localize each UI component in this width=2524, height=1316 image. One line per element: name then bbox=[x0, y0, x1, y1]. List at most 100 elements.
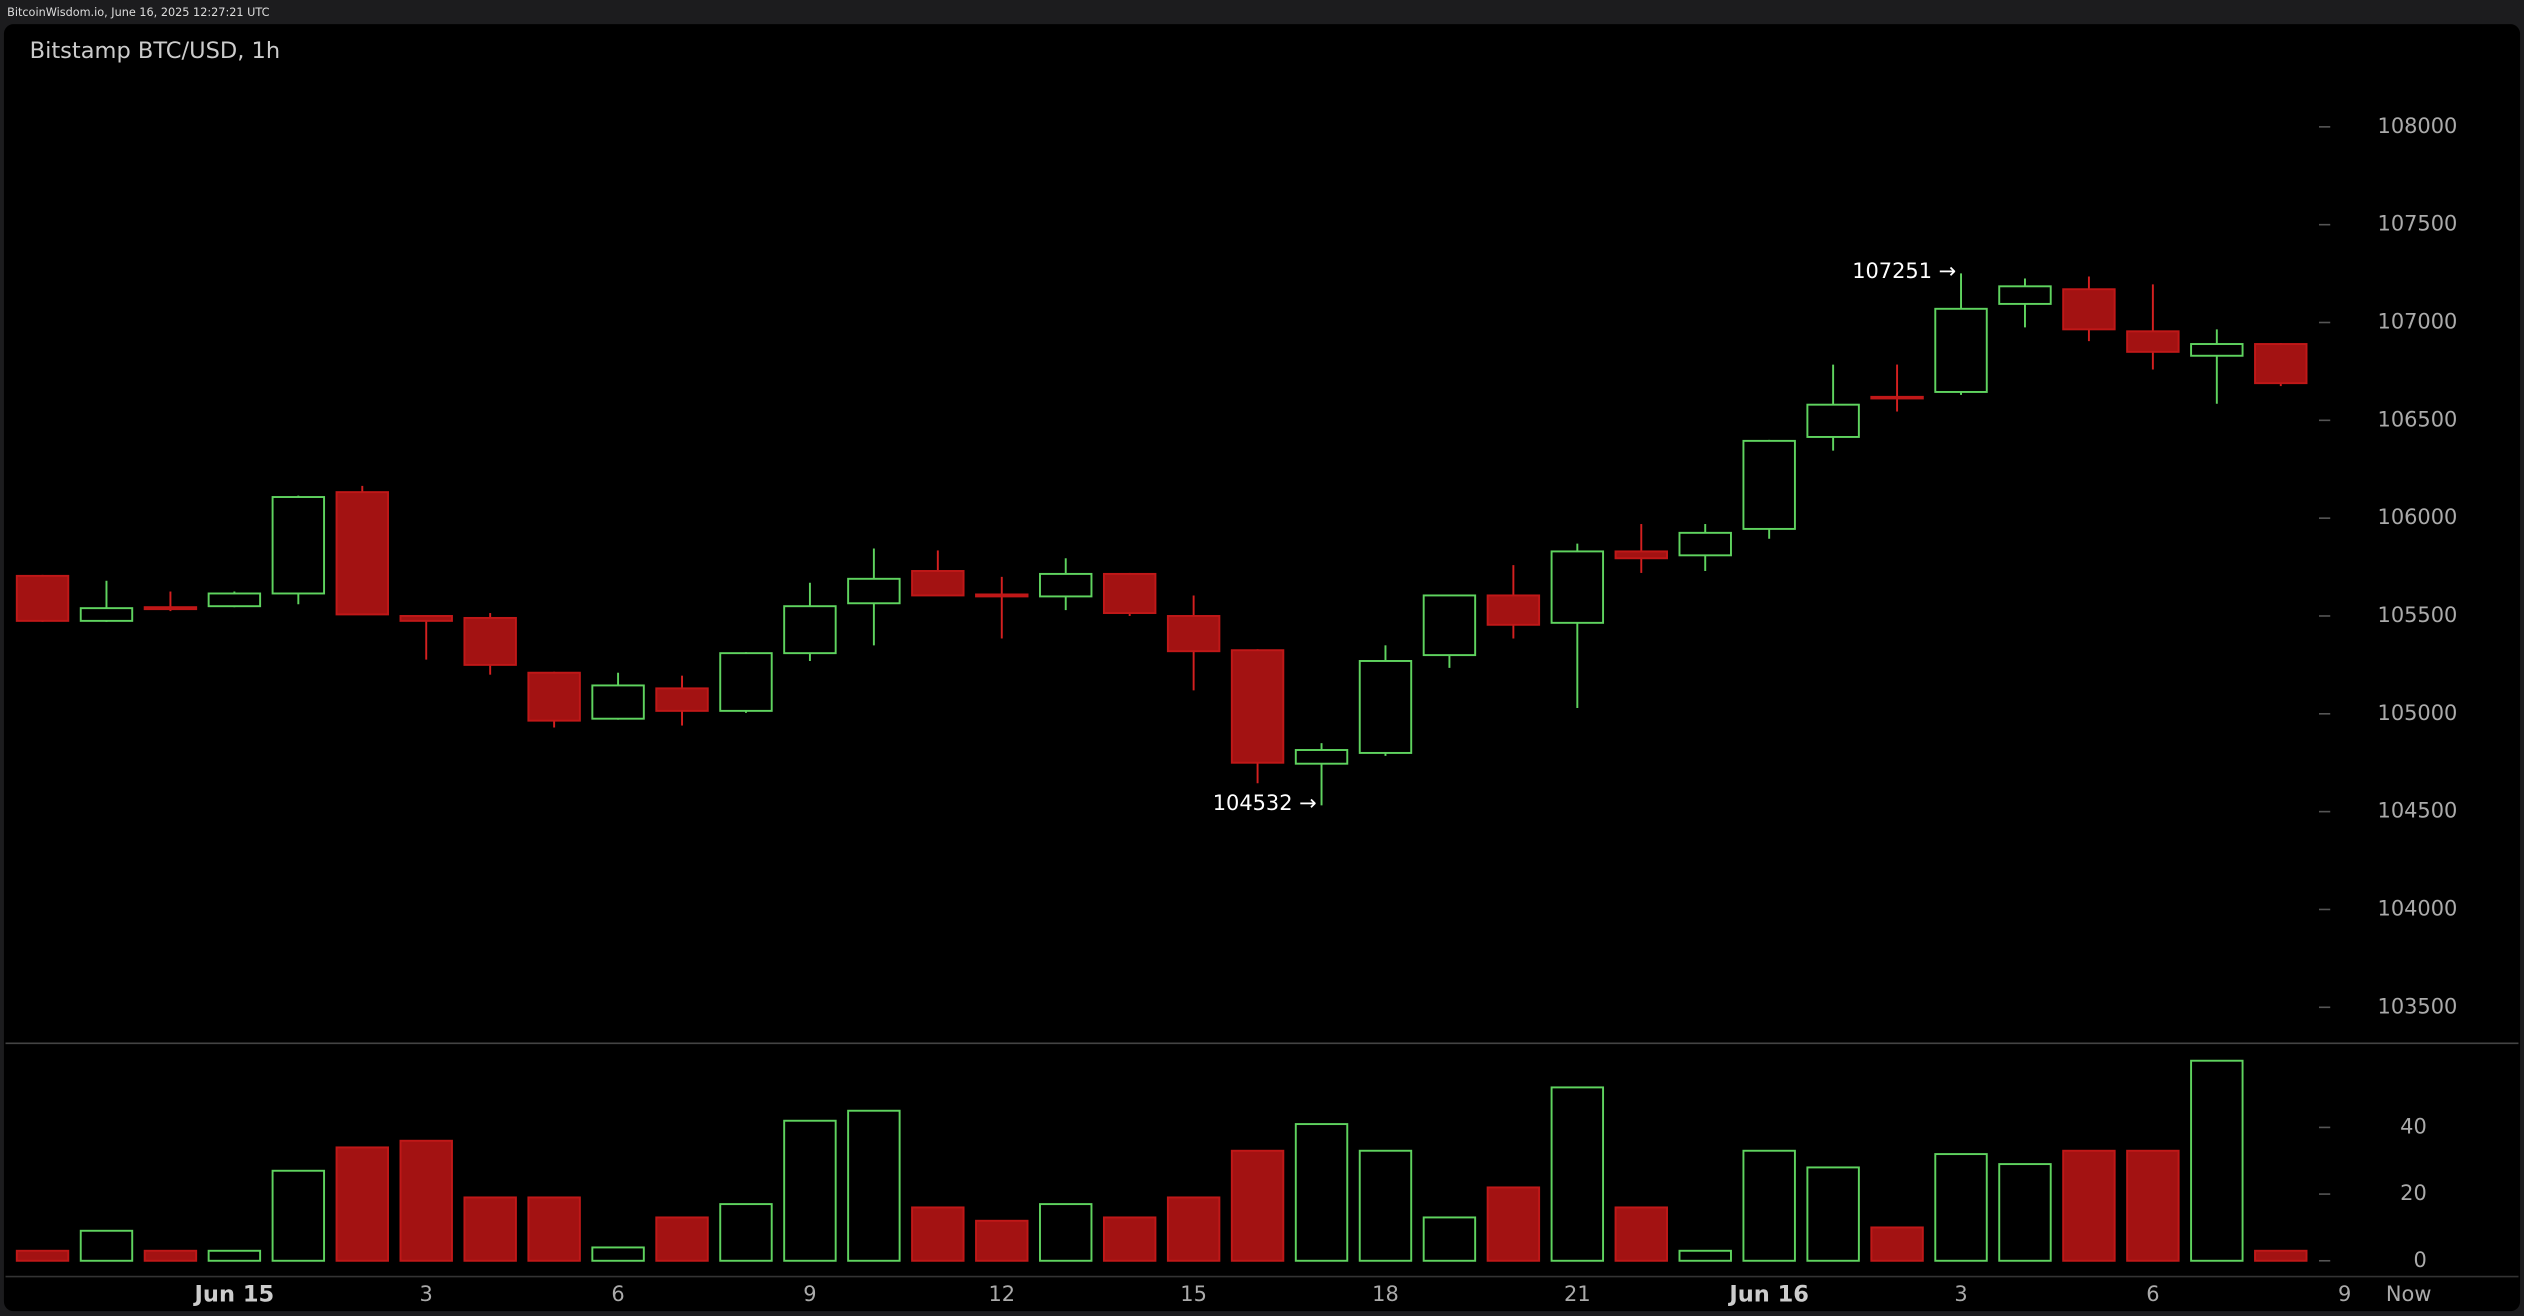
volume-bar bbox=[1678, 1249, 1732, 1262]
volume-bar bbox=[1934, 1153, 1988, 1262]
candle-body bbox=[1422, 594, 1477, 657]
volume-bar bbox=[1358, 1149, 1413, 1262]
candle-body bbox=[207, 592, 262, 608]
x-tick-label: 18 bbox=[1372, 1282, 1399, 1306]
caption: BitcoinWisdom.io, June 16, 2025 12:27:21… bbox=[7, 6, 269, 19]
candle-body bbox=[463, 616, 517, 666]
volume-bar bbox=[1550, 1086, 1605, 1262]
volume-bar bbox=[15, 1249, 70, 1262]
y-tick-label: 105500 bbox=[2378, 603, 2458, 627]
x-tick-label: 9 bbox=[803, 1282, 816, 1306]
annotation: 107251 → bbox=[1852, 259, 1956, 283]
y-tick-label: 103500 bbox=[2378, 994, 2458, 1018]
x-tick-label: 3 bbox=[1954, 1282, 1967, 1306]
candle-body bbox=[783, 605, 837, 655]
candle-body bbox=[2062, 288, 2116, 331]
volume-bar bbox=[1998, 1163, 2052, 1262]
volume-bar bbox=[2062, 1149, 2116, 1262]
candle-body bbox=[335, 491, 389, 616]
candle-body bbox=[1166, 615, 1221, 653]
x-tick-label: Jun 16 bbox=[1727, 1282, 1809, 1308]
volume-bar bbox=[591, 1246, 645, 1262]
volume-bar bbox=[1294, 1123, 1349, 1262]
candle-body bbox=[2126, 330, 2180, 353]
volume-bar bbox=[2126, 1149, 2180, 1262]
y-tick-label: 108000 bbox=[2378, 114, 2458, 138]
candle-body bbox=[591, 684, 645, 720]
candle-body bbox=[719, 652, 773, 712]
y-tick-label: 40 bbox=[2400, 1114, 2427, 1138]
candle-body bbox=[1934, 307, 1988, 393]
candle-body bbox=[1806, 403, 1860, 438]
candle-body bbox=[399, 615, 453, 622]
candle-body bbox=[1870, 395, 1924, 400]
x-tick-label: 15 bbox=[1180, 1282, 1207, 1306]
y-tick-label: 20 bbox=[2400, 1181, 2427, 1205]
volume-bar bbox=[463, 1196, 517, 1262]
x-tick-label: 6 bbox=[2146, 1282, 2159, 1306]
volume-bar bbox=[79, 1229, 134, 1262]
volume-bar bbox=[1742, 1149, 1796, 1262]
volume-bar bbox=[2254, 1249, 2308, 1262]
candle-body bbox=[1678, 531, 1732, 557]
volume-bar bbox=[783, 1119, 837, 1262]
annotation: 104532 → bbox=[1213, 791, 1317, 815]
volume-bar bbox=[1806, 1166, 1860, 1262]
candle-body bbox=[271, 496, 326, 595]
candle-body bbox=[527, 671, 581, 722]
y-tick-label: 0 bbox=[2413, 1248, 2426, 1272]
volume-bar bbox=[1230, 1149, 1285, 1262]
x-tick-label: Now bbox=[2386, 1282, 2432, 1306]
candle-body bbox=[1742, 439, 1796, 530]
volume-bar bbox=[975, 1219, 1029, 1262]
y-tick-label: 104500 bbox=[2378, 799, 2458, 823]
volume-bar bbox=[1166, 1196, 1221, 1262]
y-tick-label: 107000 bbox=[2378, 310, 2458, 334]
volume-bar bbox=[1870, 1226, 1924, 1262]
x-tick-label: 9 bbox=[2338, 1282, 2351, 1306]
volume-bar bbox=[655, 1216, 709, 1262]
volume-bar bbox=[1039, 1203, 1093, 1262]
volume-bar bbox=[271, 1169, 326, 1262]
volume-bar bbox=[1422, 1216, 1477, 1262]
volume-bar bbox=[143, 1249, 198, 1262]
candle-body bbox=[79, 607, 134, 622]
x-tick-label: Jun 15 bbox=[193, 1282, 275, 1308]
volume-bar bbox=[335, 1146, 389, 1262]
candle-body bbox=[1358, 660, 1413, 754]
x-tick-label: 6 bbox=[611, 1282, 624, 1306]
chart-title: Bitstamp BTC/USD, 1h bbox=[30, 38, 280, 64]
volume-bar bbox=[399, 1139, 453, 1262]
y-tick-label: 104000 bbox=[2378, 896, 2458, 920]
candle-body bbox=[655, 687, 709, 712]
candle-body bbox=[1230, 649, 1285, 764]
y-tick-label: 107500 bbox=[2378, 212, 2458, 236]
candle-body bbox=[975, 593, 1029, 598]
candle-body bbox=[1998, 285, 2052, 305]
candle-body bbox=[1614, 550, 1668, 560]
candle-body bbox=[1294, 749, 1349, 765]
volume-bar bbox=[1486, 1186, 1541, 1262]
y-tick-label: 105000 bbox=[2378, 701, 2458, 725]
volume-bar bbox=[527, 1196, 581, 1262]
candle-body bbox=[1486, 594, 1541, 626]
candle-body bbox=[847, 577, 901, 605]
candle-body bbox=[1102, 572, 1157, 615]
candle-body bbox=[1039, 572, 1093, 598]
candle-body bbox=[143, 606, 198, 611]
candle-body bbox=[2254, 343, 2308, 385]
y-tick-label: 106000 bbox=[2378, 505, 2458, 529]
candle-body bbox=[2190, 343, 2244, 357]
y-tick-label: 106500 bbox=[2378, 407, 2458, 431]
volume-bar bbox=[207, 1249, 262, 1262]
volume-bar bbox=[1614, 1206, 1668, 1262]
volume-bar bbox=[719, 1203, 773, 1262]
volume-bar bbox=[2190, 1059, 2244, 1262]
volume-bar bbox=[911, 1206, 965, 1262]
volume-bar bbox=[1102, 1216, 1157, 1262]
x-tick-label: 3 bbox=[420, 1282, 433, 1306]
x-tick-label: 12 bbox=[988, 1282, 1015, 1306]
volume-bar bbox=[847, 1109, 901, 1262]
candle-body bbox=[1550, 550, 1605, 624]
